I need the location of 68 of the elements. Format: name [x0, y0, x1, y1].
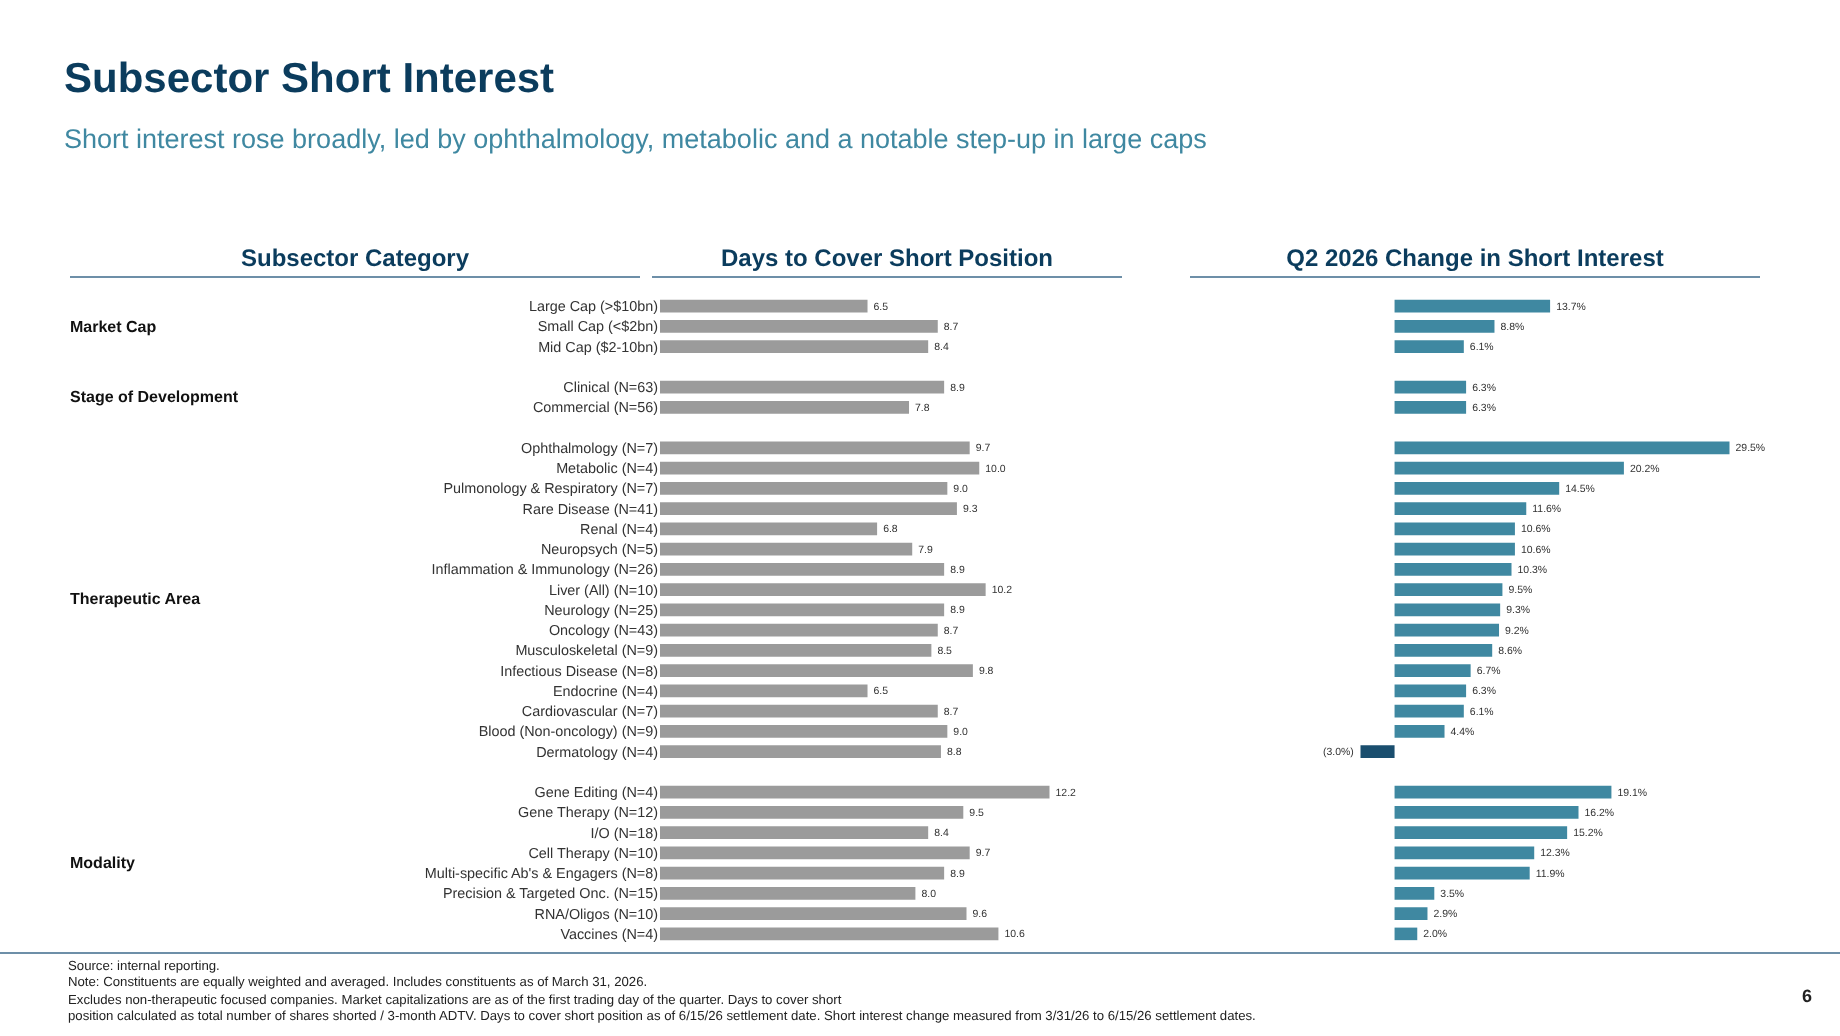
- bar: [660, 603, 945, 617]
- x-axis-title: Days to Cover Short Position: [652, 244, 1122, 278]
- bar: [1394, 927, 1418, 941]
- bar: [1394, 704, 1464, 718]
- bar: [1394, 623, 1500, 637]
- bar: [1394, 542, 1515, 556]
- bar: [1394, 401, 1467, 414]
- text: Modality: [70, 852, 137, 874]
- bar: [1394, 907, 1428, 920]
- chart-subtitle: Short interest rose broadly, led by ophthalmology, metabolic and a notable step-up in large caps: [64, 124, 1207, 154]
- bar: [660, 542, 913, 556]
- bar: [660, 563, 945, 576]
- bar: [660, 664, 973, 677]
- bar: [1394, 461, 1624, 475]
- bar: [660, 623, 938, 637]
- bar: [1394, 502, 1527, 515]
- bar: [1394, 441, 1730, 455]
- bar: [660, 441, 970, 455]
- bar: [1394, 846, 1535, 860]
- bar: [660, 461, 980, 475]
- bar: [660, 725, 948, 738]
- bar: [1360, 745, 1395, 758]
- bar: [660, 826, 929, 839]
- bar: [660, 704, 938, 718]
- bar: [660, 785, 1050, 799]
- bar: [1394, 725, 1445, 738]
- text: Market Cap: [70, 315, 159, 338]
- bar: [1394, 482, 1560, 495]
- bar: [1394, 826, 1568, 839]
- bar: [660, 401, 910, 414]
- bar: [1394, 299, 1551, 313]
- bar: [660, 887, 916, 900]
- bar: [660, 583, 986, 596]
- bar: [1394, 583, 1503, 596]
- bar: [660, 482, 948, 495]
- text: 6: [1801, 986, 1812, 1006]
- bar: [660, 340, 929, 353]
- bar: [660, 644, 932, 657]
- y-axis-title: Subsector Category: [70, 244, 640, 278]
- bar: [660, 320, 938, 333]
- bar: [1394, 603, 1501, 617]
- bar: [1394, 806, 1579, 819]
- bar: [660, 907, 967, 920]
- bar: [660, 927, 999, 941]
- bar: [660, 806, 964, 819]
- bar: [660, 522, 878, 536]
- bar: [1394, 887, 1435, 900]
- bar: [1394, 644, 1493, 657]
- bar: [1394, 522, 1515, 536]
- bar: [1394, 664, 1471, 677]
- bar: [1394, 684, 1467, 698]
- bar: [1394, 866, 1530, 880]
- bar: [1394, 563, 1512, 576]
- bar: [1394, 380, 1467, 394]
- bar: [660, 684, 868, 698]
- bar: [660, 745, 941, 758]
- text: Therapeutic Area: [70, 588, 203, 611]
- bar: [660, 380, 945, 394]
- bar: [1394, 785, 1612, 799]
- text: Stage of Development: [70, 386, 241, 409]
- x-axis-title: Q2 2026 Change in Short Interest: [1190, 244, 1760, 278]
- bar: [660, 502, 957, 515]
- bar: [660, 299, 868, 313]
- text: Subsector Short Interest: [64, 56, 555, 104]
- bar: [1394, 340, 1464, 353]
- bar: [660, 866, 945, 880]
- bar: [1394, 320, 1495, 333]
- bar: [660, 846, 970, 860]
